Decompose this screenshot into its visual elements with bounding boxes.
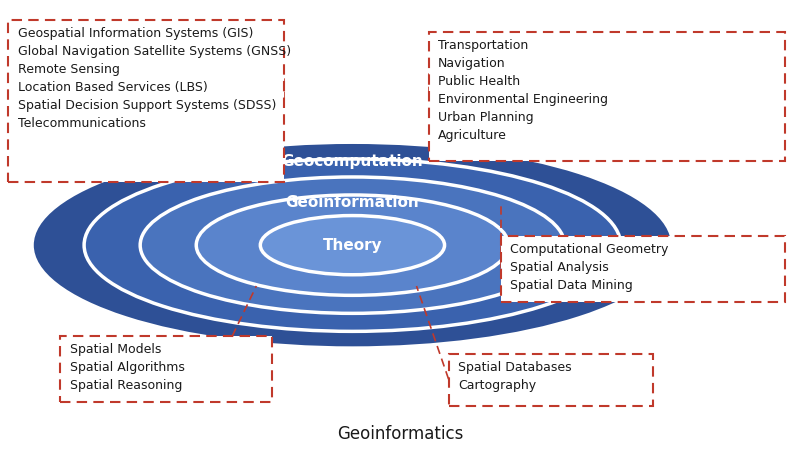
FancyBboxPatch shape	[449, 354, 653, 406]
Text: Spatial Models
Spatial Algorithms
Spatial Reasoning: Spatial Models Spatial Algorithms Spatia…	[70, 343, 184, 392]
Ellipse shape	[140, 177, 565, 313]
FancyBboxPatch shape	[501, 236, 785, 302]
FancyBboxPatch shape	[8, 20, 284, 182]
Text: Spatial Databases
Cartography: Spatial Databases Cartography	[458, 361, 572, 392]
Ellipse shape	[32, 142, 673, 348]
Text: Geospatial Information Systems (GIS)
Global Navigation Satellite Systems (GNSS)
: Geospatial Information Systems (GIS) Glo…	[18, 27, 291, 130]
Text: Geoinformation: Geoinformation	[286, 194, 419, 210]
Ellipse shape	[84, 159, 621, 331]
Text: Geoinformatics: Geoinformatics	[337, 424, 464, 443]
Text: Applications: Applications	[300, 67, 405, 83]
Text: Theory: Theory	[323, 237, 382, 253]
FancyBboxPatch shape	[60, 336, 272, 402]
Text: Technologies/Systems: Technologies/Systems	[258, 110, 447, 126]
FancyBboxPatch shape	[429, 32, 785, 161]
Text: Transportation
Navigation
Public Health
Environmental Engineering
Urban Planning: Transportation Navigation Public Health …	[438, 39, 608, 142]
Text: Geocomputation: Geocomputation	[282, 153, 423, 169]
Ellipse shape	[196, 195, 509, 296]
Text: Computational Geometry
Spatial Analysis
Spatial Data Mining: Computational Geometry Spatial Analysis …	[510, 243, 669, 292]
Ellipse shape	[260, 216, 445, 275]
